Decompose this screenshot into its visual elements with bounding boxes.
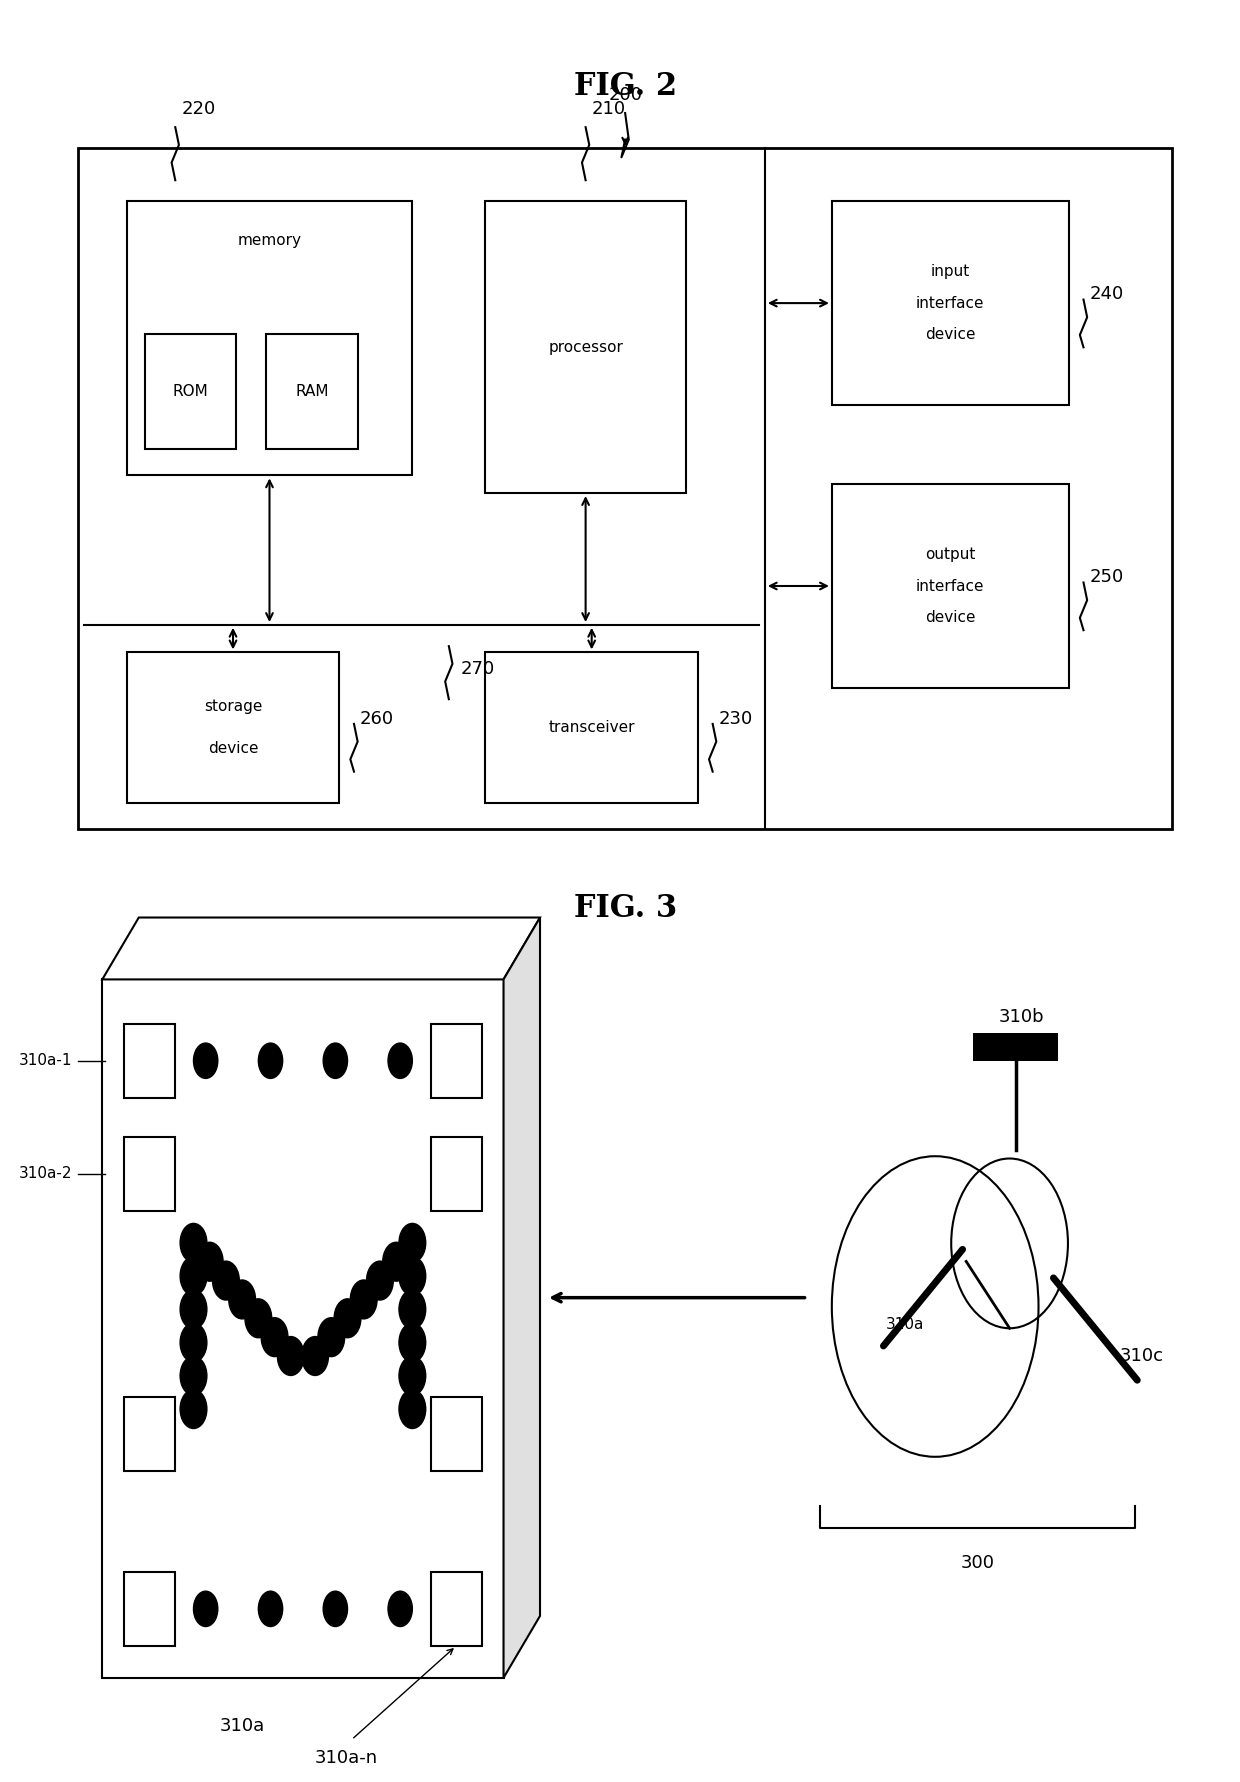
Bar <box>430 1572 481 1647</box>
Circle shape <box>180 1356 207 1395</box>
Text: interface: interface <box>916 296 985 310</box>
Bar <box>430 1023 481 1098</box>
Bar <box>267 333 357 449</box>
Circle shape <box>193 1591 218 1627</box>
Circle shape <box>180 1322 207 1361</box>
Text: device: device <box>925 609 976 625</box>
Text: 240: 240 <box>1090 285 1123 303</box>
Circle shape <box>180 1290 207 1329</box>
Text: 230: 230 <box>719 709 753 727</box>
Text: 310a-n: 310a-n <box>315 1748 378 1766</box>
Text: FIG. 2: FIG. 2 <box>574 71 677 102</box>
Bar <box>485 652 698 802</box>
Text: 200: 200 <box>608 86 642 103</box>
Circle shape <box>278 1336 304 1376</box>
Bar <box>145 333 236 449</box>
Polygon shape <box>503 918 539 1679</box>
Circle shape <box>399 1390 425 1429</box>
Bar <box>126 652 340 802</box>
Bar <box>832 485 1069 688</box>
Circle shape <box>399 1322 425 1361</box>
Text: FIG. 3: FIG. 3 <box>574 893 677 925</box>
Text: 210: 210 <box>591 100 626 118</box>
Circle shape <box>399 1224 425 1262</box>
Bar <box>485 201 686 494</box>
Text: 310a-2: 310a-2 <box>19 1167 72 1181</box>
Circle shape <box>399 1290 425 1329</box>
Circle shape <box>212 1262 239 1301</box>
Circle shape <box>399 1256 425 1296</box>
Bar <box>124 1572 175 1647</box>
Bar <box>103 980 503 1679</box>
Circle shape <box>180 1224 207 1262</box>
Text: 310b: 310b <box>999 1009 1044 1026</box>
Circle shape <box>262 1317 288 1356</box>
Circle shape <box>324 1042 347 1078</box>
Polygon shape <box>103 918 539 980</box>
Bar <box>124 1137 175 1212</box>
Bar <box>124 1023 175 1098</box>
Circle shape <box>351 1279 377 1319</box>
Text: transceiver: transceiver <box>548 720 635 734</box>
Circle shape <box>180 1256 207 1296</box>
Text: 270: 270 <box>461 661 495 679</box>
Circle shape <box>367 1262 393 1301</box>
Circle shape <box>383 1242 409 1281</box>
Text: 310a-1: 310a-1 <box>19 1053 72 1067</box>
Text: 310c: 310c <box>1120 1347 1163 1365</box>
Text: ROM: ROM <box>172 383 208 399</box>
Text: processor: processor <box>548 340 622 355</box>
Circle shape <box>388 1591 413 1627</box>
Circle shape <box>388 1042 413 1078</box>
Circle shape <box>193 1042 218 1078</box>
Text: input: input <box>931 264 970 278</box>
Text: 220: 220 <box>181 100 216 118</box>
Circle shape <box>246 1299 272 1338</box>
Bar <box>430 1397 481 1470</box>
Text: memory: memory <box>238 233 301 248</box>
Circle shape <box>180 1390 207 1429</box>
Bar <box>832 201 1069 405</box>
Text: 310a: 310a <box>885 1317 924 1331</box>
Bar <box>78 148 1172 829</box>
Bar <box>124 1397 175 1470</box>
Bar <box>973 1034 1058 1062</box>
Circle shape <box>317 1317 345 1356</box>
Text: RAM: RAM <box>295 383 329 399</box>
Text: storage: storage <box>203 699 262 715</box>
Circle shape <box>258 1042 283 1078</box>
Circle shape <box>196 1242 223 1281</box>
Text: 310a: 310a <box>221 1716 265 1734</box>
Text: device: device <box>925 328 976 342</box>
Circle shape <box>258 1591 283 1627</box>
Bar <box>126 201 413 476</box>
Text: 250: 250 <box>1090 568 1123 586</box>
Bar <box>430 1137 481 1212</box>
Circle shape <box>399 1356 425 1395</box>
Text: output: output <box>925 547 976 561</box>
Circle shape <box>334 1299 361 1338</box>
Text: interface: interface <box>916 579 985 593</box>
Circle shape <box>301 1336 329 1376</box>
Text: 300: 300 <box>961 1554 994 1572</box>
Text: device: device <box>208 741 258 756</box>
Circle shape <box>324 1591 347 1627</box>
Circle shape <box>228 1279 255 1319</box>
Text: 260: 260 <box>360 709 394 727</box>
